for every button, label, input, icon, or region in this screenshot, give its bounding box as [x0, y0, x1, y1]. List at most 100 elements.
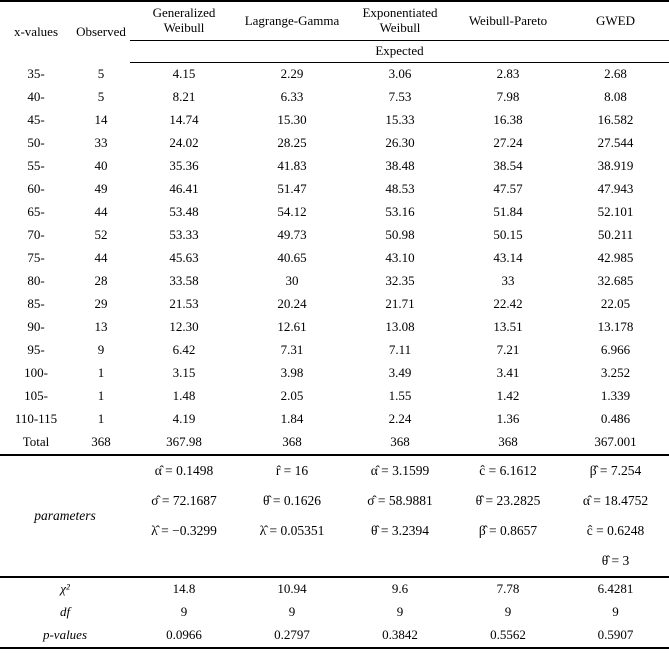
- expected-cell: 7.21: [496, 342, 520, 358]
- expected-cell: 12.30: [169, 319, 199, 335]
- table-row: 40- 5 8.21 6.33 7.53 7.98 8.08: [0, 86, 669, 109]
- observed-cell: 5: [97, 89, 105, 105]
- parameters-label: parameters: [34, 508, 96, 524]
- stat-value-cell: 0.5562: [490, 627, 526, 643]
- parameter-estimate-cell: θ̂ = 23.2825: [475, 493, 541, 509]
- expected-cell: 42.985: [597, 250, 634, 266]
- stat-value-cell: 7.78: [496, 581, 520, 597]
- x-value-cell: 40-: [27, 89, 45, 105]
- expected-cell: 21.53: [169, 296, 199, 312]
- stat-value-cell: 9: [612, 604, 619, 620]
- expected-cell: 21.71: [385, 296, 415, 312]
- expected-cell: 27.24: [493, 135, 523, 151]
- expected-cell: 13.51: [493, 319, 523, 335]
- expected-cell: 22.05: [600, 296, 631, 312]
- table-row: 50- 33 24.02 28.25 26.30 27.24 27.544: [0, 132, 669, 155]
- table-row: 70- 52 53.33 49.73 50.98 50.15 50.211: [0, 224, 669, 247]
- observed-cell: 29: [94, 296, 108, 312]
- table-header: x-values Observed Generalized Weibull La…: [0, 1, 669, 63]
- stat-value-cell: 14.8: [172, 581, 196, 597]
- expected-cell: 1.55: [388, 388, 412, 404]
- expected-cell: 50.15: [493, 227, 523, 243]
- table-row: 100- 1 3.15 3.98 3.49 3.41 3.252: [0, 362, 669, 385]
- table-row: 85- 29 21.53 20.24 21.71 22.42 22.05: [0, 293, 669, 316]
- expected-cell: 7.11: [388, 342, 412, 358]
- observed-cell: 44: [94, 204, 108, 220]
- observed-cell: 13: [94, 319, 108, 335]
- parameters-row: σ̂ = 72.1687 θ̂ = 0.1626 σ̂ = 58.9881 θ̂ = …: [0, 486, 669, 516]
- stat-value-cell: 0.3842: [382, 627, 418, 643]
- expected-cell: 52.101: [597, 204, 634, 220]
- expected-cell: 6.42: [172, 342, 196, 358]
- table-row: 55- 40 35.36 41.83 38.48 38.54 38.919: [0, 155, 669, 178]
- expected-cell: 1.36: [496, 411, 520, 427]
- expected-cell: 2.24: [388, 411, 412, 427]
- x-value-cell: 35-: [27, 65, 45, 81]
- expected-cell: 2.05: [280, 388, 304, 404]
- expected-cell: 33.58: [169, 273, 199, 289]
- table-row: 75- 44 45.63 40.65 43.10 43.14 42.985: [0, 247, 669, 270]
- col-header-generalized-weibull: Generalized Weibull: [130, 1, 238, 41]
- x-value-cell: 75-: [27, 250, 45, 266]
- expected-cell: 6.33: [280, 89, 304, 105]
- parameter-estimate-cell: α̂ = 0.1498: [154, 463, 214, 479]
- parameter-estimate-cell: ĉ = 6.1612: [479, 463, 537, 479]
- observed-cell: 14: [94, 112, 108, 128]
- expected-cell: 43.14: [493, 250, 523, 266]
- expected-cell: 38.919: [597, 158, 634, 174]
- expected-cell: 14.74: [169, 112, 199, 128]
- x-value-cell: 60-: [27, 181, 45, 197]
- stat-value-cell: 9.6: [391, 581, 409, 597]
- stat-row: p-values 0.0966 0.2797 0.3842 0.5562 0.5907: [0, 624, 669, 648]
- expected-cell: 2.29: [280, 66, 304, 82]
- expected-cell: 22.42: [493, 296, 523, 312]
- x-value-cell: 70-: [27, 227, 45, 243]
- header-row: x-values Observed Generalized Weibull La…: [0, 1, 669, 41]
- expected-cell: 1.48: [172, 388, 196, 404]
- expected-cell: 15.30: [277, 112, 307, 128]
- expected-cell: 53.48: [169, 204, 199, 220]
- expected-cell: 27.544: [597, 135, 634, 151]
- expected-cell: 38.48: [385, 158, 415, 174]
- parameter-estimate-cell: σ̂ = 72.1687: [151, 493, 217, 509]
- observed-cell: 33: [94, 135, 108, 151]
- expected-cell: 30: [285, 273, 299, 289]
- col-header-x-values: x-values: [13, 23, 59, 39]
- expected-cell: 46.41: [169, 181, 199, 197]
- expected-cell: 53.16: [385, 204, 415, 220]
- expected-cell: 24.02: [169, 135, 199, 151]
- stat-label: df: [59, 604, 71, 620]
- expected-cell: 16.582: [597, 112, 634, 128]
- x-value-cell: 65-: [27, 204, 45, 220]
- stat-row: χ² 14.8 10.94 9.6 7.78 6.4281: [0, 577, 669, 601]
- parameter-estimate-cell: r̂ = 16: [275, 463, 309, 479]
- parameters-section: parameters α̂ = 0.1498 r̂ = 16 α̂ = 3.1599 ĉ…: [0, 455, 669, 577]
- expected-cell: 4.15: [172, 66, 196, 82]
- observed-cell: 368: [91, 434, 111, 450]
- parameter-estimate-cell: α̂ = 18.4752: [582, 493, 649, 509]
- x-value-cell: 95-: [27, 342, 45, 358]
- table-row: 45- 14 14.74 15.30 15.33 16.38 16.582: [0, 109, 669, 132]
- expected-cell: 1.339: [600, 388, 631, 404]
- stat-value-cell: 0.2797: [274, 627, 310, 643]
- expected-cell: 54.12: [277, 204, 307, 220]
- parameter-estimate-cell: σ̂ = 58.9881: [367, 493, 433, 509]
- stat-row: df 9 9 9 9 9: [0, 601, 669, 624]
- observed-cell: 28: [94, 273, 108, 289]
- expected-cell: 7.98: [496, 89, 520, 105]
- parameter-estimate-cell: [454, 546, 562, 577]
- expected-cell: 26.30: [385, 135, 415, 151]
- table-row: 35- 5 4.15 2.29 3.06 2.83 2.68: [0, 63, 669, 87]
- expected-cell: 368: [498, 434, 518, 450]
- expected-cell: 35.36: [169, 158, 199, 174]
- parameters-row: parameters α̂ = 0.1498 r̂ = 16 α̂ = 3.1599 ĉ…: [0, 455, 669, 523]
- col-header-lagrange-gamma: Lagrange-Gamma: [238, 1, 346, 41]
- observed-cell: 1: [97, 411, 105, 427]
- expected-cell: 3.15: [172, 365, 196, 381]
- expected-cell: 28.25: [277, 135, 307, 151]
- expected-cell: 368: [390, 434, 410, 450]
- x-value-cell: 105-: [24, 388, 48, 404]
- stat-value-cell: 9: [396, 604, 404, 620]
